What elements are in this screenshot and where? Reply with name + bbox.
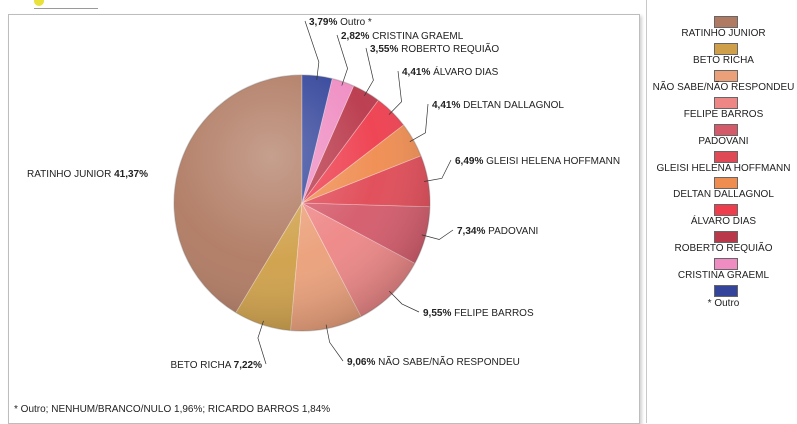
legend-swatch-gleisi-helena-hoffmann (714, 150, 738, 163)
panel-divider (646, 0, 647, 423)
legend-label-beto-richa: BETO RICHA (693, 54, 754, 66)
top-decoration (34, 0, 98, 9)
leader-line-nao-sabe-nao-respondeu (325, 324, 344, 362)
pie-sheen (174, 75, 430, 331)
data-label-beto-richa: BETO RICHA 7,22% (170, 360, 262, 371)
leader-line-felipe-barros (388, 290, 420, 313)
data-label-padovani: 7,34% PADOVANI (457, 226, 538, 237)
data-label-roberto-requiao: 3,55% ROBERTO REQUIÃO (370, 42, 499, 55)
legend-swatch-deltan-dallagnol (714, 177, 738, 190)
legend-label-outro: * Outro (707, 298, 740, 309)
leader-line-deltan-dallagnol (409, 103, 429, 143)
data-label-cristina-graeml: 2,82% CRISTINA GRAEML (341, 31, 464, 42)
pie-rim (173, 74, 431, 332)
legend-swatch-nao-sabe-nao-respondeu (714, 69, 738, 82)
data-label-gleisi-helena-hoffmann: 6,49% GLEISI HELENA HOFFMANN (455, 156, 620, 167)
chart-footnote: * Outro; NENHUM/BRANCO/NULO 1,96%; RICAR… (14, 404, 331, 415)
data-label-alvaro-dias: 4,41% ÁLVARO DIAS (402, 65, 499, 78)
legend-swatch-padovani (714, 123, 738, 136)
legend-label-nao-sabe-nao-respondeu: NÃO SABE/NÃO RESPONDEU (652, 81, 795, 93)
leader-line-alvaro-dias (388, 70, 402, 115)
leader-line-roberto-requiao (364, 47, 374, 96)
legend-swatch-outro (714, 285, 738, 297)
data-label-ratinho-junior: RATINHO JUNIOR 41,37% (27, 169, 148, 180)
data-label-outro: 3,79% Outro * (309, 17, 372, 28)
legend-label-padovani: PADOVANI (698, 135, 749, 147)
legend-swatch-beto-richa (714, 42, 738, 55)
data-label-nao-sabe-nao-respondeu: 9,06% NÃO SABE/NÃO RESPONDEU (347, 355, 520, 368)
top-decoration-mark (34, 0, 44, 6)
legend-label-alvaro-dias: ÁLVARO DIAS (690, 216, 757, 228)
legend-label-deltan-dallagnol: DELTAN DALLAGNOL (673, 189, 774, 201)
leader-line-gleisi-helena-hoffmann (424, 159, 452, 182)
legend: RATINHO JUNIOR BETO RICHA NÃO SABE/NÃO RES… (650, 10, 797, 310)
legend-label-cristina-graeml: CRISTINA GRAEML (677, 270, 770, 282)
leader-line-beto-richa (257, 320, 267, 365)
data-label-deltan-dallagnol: 4,41% DELTAN DALLAGNOL (432, 100, 564, 111)
pie-chart: RATINHO JUNIOR 41,37% BETO RICHA 7,22% 9,0… (27, 17, 620, 371)
legend-label-roberto-requiao: ROBERTO REQUIÃO (674, 243, 773, 255)
leader-line-outro (304, 20, 320, 80)
legend-label-felipe-barros: FELIPE BARROS (683, 108, 764, 120)
legend-swatch-roberto-requiao (714, 231, 738, 244)
data-label-felipe-barros: 9,55% FELIPE BARROS (423, 308, 534, 319)
legend-swatch-felipe-barros (714, 96, 738, 109)
legend-swatch-cristina-graeml (714, 258, 738, 271)
legend-label-ratinho-junior: RATINHO JUNIOR (681, 28, 766, 39)
leader-line-cristina-graeml (336, 34, 348, 86)
leader-line-padovani (421, 229, 454, 240)
legend-label-gleisi-helena-hoffmann: GLEISI HELENA HOFFMANN (656, 162, 791, 174)
legend-swatch-ratinho-junior (714, 16, 738, 28)
legend-swatch-alvaro-dias (714, 204, 738, 217)
